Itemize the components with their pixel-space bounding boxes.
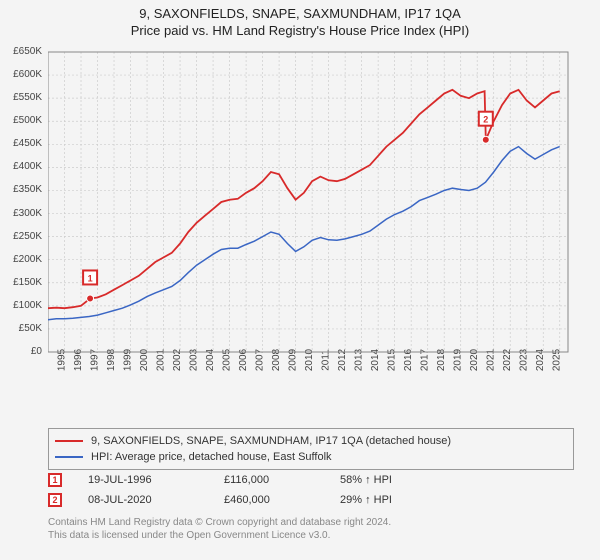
line-chart: 1994199519961997199819992000200120022003…	[48, 48, 574, 388]
marker-price: £460,000	[224, 494, 314, 506]
marker-badge: 1	[48, 473, 62, 487]
legend-row: 9, SAXONFIELDS, SNAPE, SAXMUNDHAM, IP17 …	[55, 433, 567, 449]
title-block: 9, SAXONFIELDS, SNAPE, SAXMUNDHAM, IP17 …	[0, 0, 600, 38]
marker-table: 1 19-JUL-1996 £116,000 58% ↑ HPI 2 08-JU…	[48, 470, 574, 510]
marker-badge: 2	[48, 493, 62, 507]
y-tick-label: £600K	[13, 69, 42, 80]
y-tick-label: £650K	[13, 46, 42, 57]
legend: 9, SAXONFIELDS, SNAPE, SAXMUNDHAM, IP17 …	[48, 428, 574, 470]
legend-label: HPI: Average price, detached house, East…	[91, 451, 332, 463]
legend-row: HPI: Average price, detached house, East…	[55, 449, 567, 465]
attribution-line: Contains HM Land Registry data © Crown c…	[48, 516, 391, 529]
legend-swatch	[55, 440, 83, 442]
y-tick-label: £500K	[13, 115, 42, 126]
marker-date: 19-JUL-1996	[88, 474, 198, 486]
y-tick-label: £250K	[13, 231, 42, 242]
y-tick-label: £50K	[19, 323, 42, 334]
y-tick-label: £100K	[13, 300, 42, 311]
attribution-line: This data is licensed under the Open Gov…	[48, 529, 391, 542]
y-tick-label: £0	[31, 346, 42, 357]
chart-area: 1994199519961997199819992000200120022003…	[48, 48, 574, 388]
marker-row: 1 19-JUL-1996 £116,000 58% ↑ HPI	[48, 470, 574, 490]
y-tick-label: £400K	[13, 161, 42, 172]
marker-row: 2 08-JUL-2020 £460,000 29% ↑ HPI	[48, 490, 574, 510]
y-tick-label: £350K	[13, 184, 42, 195]
y-axis-labels: £0 £50K £100K £150K £200K £250K £300K £350K £400…	[0, 48, 46, 388]
chart-title-line1: 9, SAXONFIELDS, SNAPE, SAXMUNDHAM, IP17 …	[0, 6, 600, 21]
marker-price: £116,000	[224, 474, 314, 486]
legend-swatch	[55, 456, 83, 458]
y-tick-label: £300K	[13, 208, 42, 219]
chart-title-line2: Price paid vs. HM Land Registry's House …	[0, 23, 600, 38]
marker-pct: 58% ↑ HPI	[340, 474, 430, 486]
y-tick-label: £200K	[13, 254, 42, 265]
attribution: Contains HM Land Registry data © Crown c…	[48, 516, 391, 542]
y-tick-label: £550K	[13, 92, 42, 103]
marker-pct: 29% ↑ HPI	[340, 494, 430, 506]
chart-container: 9, SAXONFIELDS, SNAPE, SAXMUNDHAM, IP17 …	[0, 0, 600, 560]
svg-text:2: 2	[483, 115, 488, 125]
svg-text:1: 1	[88, 273, 93, 283]
legend-label: 9, SAXONFIELDS, SNAPE, SAXMUNDHAM, IP17 …	[91, 435, 451, 447]
marker-date: 08-JUL-2020	[88, 494, 198, 506]
y-tick-label: £150K	[13, 277, 42, 288]
y-tick-label: £450K	[13, 138, 42, 149]
